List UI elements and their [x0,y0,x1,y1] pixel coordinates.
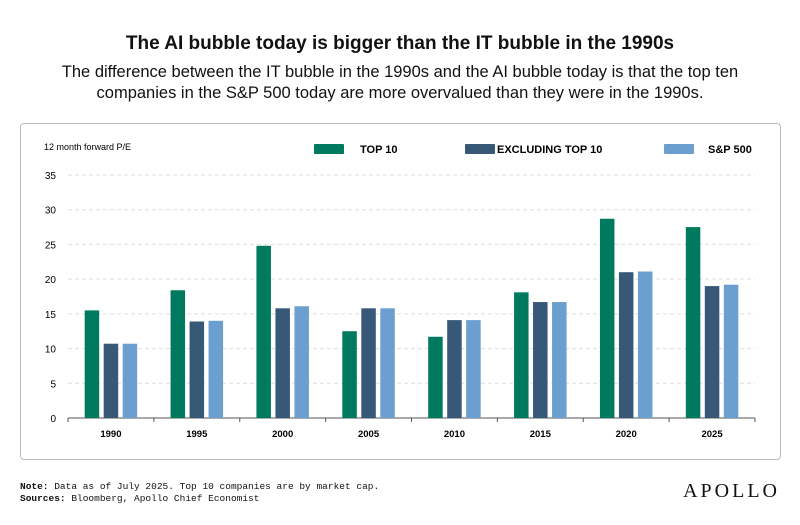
footer-notes: Note: Data as of July 2025. Top 10 compa… [20,481,379,505]
legend-swatch [314,144,344,154]
x-tick-label: 2015 [530,429,552,440]
note-label: Note: [20,481,49,492]
bar-excluding-top-10-1995 [189,321,205,418]
bar-s-p-500-2025 [723,284,739,418]
legend-label: EXCLUDING TOP 10 [497,144,602,156]
y-tick-label: 5 [50,379,56,390]
y-tick-label: 10 [45,345,57,356]
bar-excluding-top-10-2020 [618,272,634,418]
y-tick-label: 25 [45,240,57,251]
bar-excluding-top-10-2005 [361,308,376,418]
x-tick-label: 1995 [186,429,208,440]
bar-top-10-2020 [599,218,615,418]
x-tick-label: 2010 [444,429,465,440]
bar-excluding-top-10-2025 [704,286,720,418]
bar-top-10-1990 [84,310,100,418]
x-tick-label: 2005 [358,429,380,440]
bar-excluding-top-10-2000 [275,308,290,418]
sources-text: Bloomberg, Apollo Chief Economist [71,493,260,504]
y-tick-label: 0 [50,414,56,425]
bar-s-p-500-2000 [294,306,309,418]
legend-swatch [664,144,694,154]
legend-label: S&P 500 [708,144,752,156]
bar-top-10-2000 [256,245,271,418]
y-tick-label: 30 [45,206,57,217]
bar-excluding-top-10-1990 [103,343,119,418]
bar-top-10-2010 [428,336,443,418]
note-text: Data as of July 2025. Top 10 companies a… [54,481,380,492]
bar-top-10-2005 [342,331,357,418]
bar-excluding-top-10-2015 [533,302,548,418]
x-tick-label: 1990 [100,429,121,440]
chart-title: The AI bubble today is bigger than the I… [125,33,675,54]
y-tick-label: 35 [45,171,57,182]
legend-label: TOP 10 [360,144,398,156]
bar-s-p-500-2010 [466,320,481,418]
x-tick-label: 2020 [616,429,637,440]
y-tick-label: 15 [45,310,57,321]
y-axis-label: 12 month forward P/E [44,142,131,152]
legend-swatch [465,144,495,154]
bar-s-p-500-1995 [208,320,224,418]
chart-frame [20,123,781,460]
x-tick-label: 2000 [272,429,293,440]
bar-top-10-2025 [685,227,701,418]
apollo-logo: APOLLO [683,480,780,502]
sources-label: Sources: [20,493,66,504]
x-tick-label: 2025 [701,429,723,440]
bar-s-p-500-2005 [380,308,395,418]
bar-top-10-1995 [170,290,186,418]
bar-excluding-top-10-2010 [447,320,462,418]
bar-s-p-500-2015 [552,302,567,418]
bar-top-10-2015 [514,292,529,418]
y-tick-label: 20 [45,275,57,286]
chart-subtitle: The difference between the IT bubble in … [61,63,739,102]
bar-s-p-500-1990 [122,343,138,418]
bar-s-p-500-2020 [637,271,653,418]
